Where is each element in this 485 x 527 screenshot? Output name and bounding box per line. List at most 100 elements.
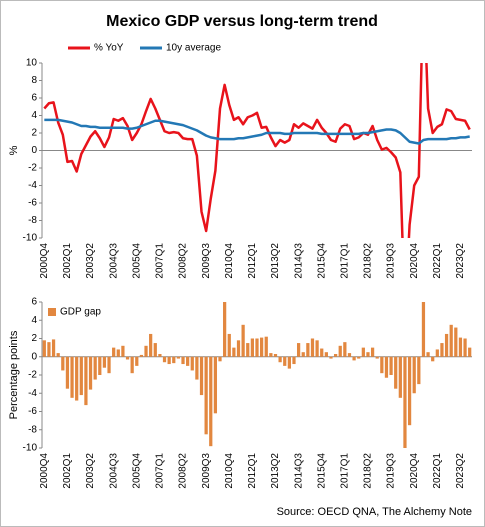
- bar: [121, 345, 125, 357]
- bar: [343, 342, 347, 357]
- y-tick-label: -6: [28, 406, 37, 417]
- bar: [125, 356, 130, 360]
- x-tick-label: 2014Q3: [293, 453, 304, 489]
- bar: [333, 354, 338, 357]
- bar: [213, 356, 218, 414]
- x-tick-label: 2003Q2: [85, 243, 96, 279]
- bar: [394, 356, 398, 389]
- bar: [47, 342, 51, 357]
- x-tick-label: 2000Q4: [39, 453, 50, 489]
- y-tick-label: -2: [28, 370, 37, 381]
- bar: [153, 343, 157, 357]
- bar: [375, 356, 379, 359]
- bar: [246, 343, 250, 357]
- bar: [283, 356, 287, 366]
- y-tick-label: 8: [31, 75, 37, 86]
- bar: [287, 356, 291, 369]
- y-tick-label: -8: [28, 215, 37, 226]
- bar: [292, 356, 296, 365]
- x-tick-label: 2003Q2: [85, 453, 96, 489]
- x-tick-label: 2004Q3: [108, 243, 119, 279]
- bar: [135, 356, 139, 366]
- chart-title: Mexico GDP versus long-term trend: [106, 13, 378, 30]
- bar: [278, 356, 282, 363]
- bar: [384, 356, 389, 378]
- bar: [56, 353, 60, 357]
- y-tick-label: 0: [31, 145, 37, 156]
- bar: [204, 356, 208, 435]
- source-note: Source: OECD QNA, The Alchemy Note: [277, 506, 472, 518]
- bar: [107, 356, 111, 374]
- bar: [65, 356, 70, 389]
- bar: [417, 356, 421, 385]
- y-tick-label: 2: [31, 128, 37, 139]
- y-tick-label: -10: [23, 443, 38, 454]
- bar: [232, 347, 236, 357]
- x-tick-label: 2007Q1: [155, 453, 166, 489]
- bar: [51, 339, 56, 357]
- bar: [227, 333, 231, 357]
- bar: [88, 356, 93, 390]
- legend-swatch: [48, 308, 56, 316]
- y-tick-label: 10: [26, 58, 38, 69]
- bar: [130, 356, 134, 374]
- y-tick-label: 0: [31, 351, 37, 362]
- bar: [435, 349, 439, 357]
- x-tick-label: 2009Q3: [201, 453, 212, 489]
- bar: [79, 356, 83, 396]
- bar: [338, 345, 342, 357]
- bar: [273, 354, 278, 357]
- x-tick-label: 2010Q4: [224, 453, 235, 489]
- bar: [186, 356, 190, 366]
- bar: [463, 338, 467, 357]
- x-tick-label: 2009Q3: [201, 243, 212, 279]
- bar: [116, 349, 120, 357]
- y-tick-label: -8: [28, 424, 37, 435]
- y-tick-label: 4: [31, 315, 37, 326]
- bar: [357, 356, 361, 359]
- bar: [195, 356, 199, 380]
- x-tick-label: 2002Q1: [62, 453, 73, 489]
- line-series: [44, 118, 470, 145]
- x-tick-label: 2002Q1: [62, 243, 73, 279]
- bar: [209, 356, 213, 447]
- y-tick-label: -4: [28, 388, 37, 399]
- bar: [306, 343, 310, 357]
- x-tick-label: 2005Q4: [131, 243, 142, 279]
- bar: [361, 347, 365, 357]
- bar: [315, 340, 319, 357]
- x-tick-label: 2007Q1: [155, 243, 166, 279]
- bar: [236, 340, 241, 357]
- bar: [218, 356, 222, 362]
- x-tick-label: 2005Q4: [131, 453, 142, 489]
- x-tick-label: 2008Q2: [178, 453, 189, 489]
- bar: [320, 348, 324, 357]
- bar: [347, 353, 352, 357]
- bar: [412, 356, 416, 394]
- x-tick-label: 2019Q3: [386, 453, 397, 489]
- bar: [61, 356, 65, 371]
- bar: [426, 352, 430, 357]
- bar: [167, 356, 171, 365]
- bar: [458, 337, 463, 357]
- bar: [329, 356, 333, 359]
- legend-label: % YoY: [94, 43, 124, 54]
- bar: [149, 333, 153, 357]
- x-tick-label: 2022Q1: [432, 453, 443, 489]
- bar: [431, 356, 435, 362]
- bar: [296, 343, 301, 357]
- x-tick-label: 2018Q2: [363, 453, 374, 489]
- y-tick-label: 6: [31, 297, 37, 308]
- bar: [454, 327, 458, 357]
- bar: [310, 338, 315, 357]
- x-tick-label: 2022Q1: [432, 243, 443, 279]
- bar: [255, 338, 259, 357]
- x-tick-label: 2008Q2: [178, 243, 189, 279]
- y-tick-label: -6: [28, 198, 37, 209]
- bar: [112, 347, 116, 357]
- bar: [269, 353, 273, 357]
- bar: [352, 356, 356, 361]
- x-tick-label: 2004Q3: [108, 453, 119, 489]
- x-tick-label: 2023Q2: [455, 453, 466, 489]
